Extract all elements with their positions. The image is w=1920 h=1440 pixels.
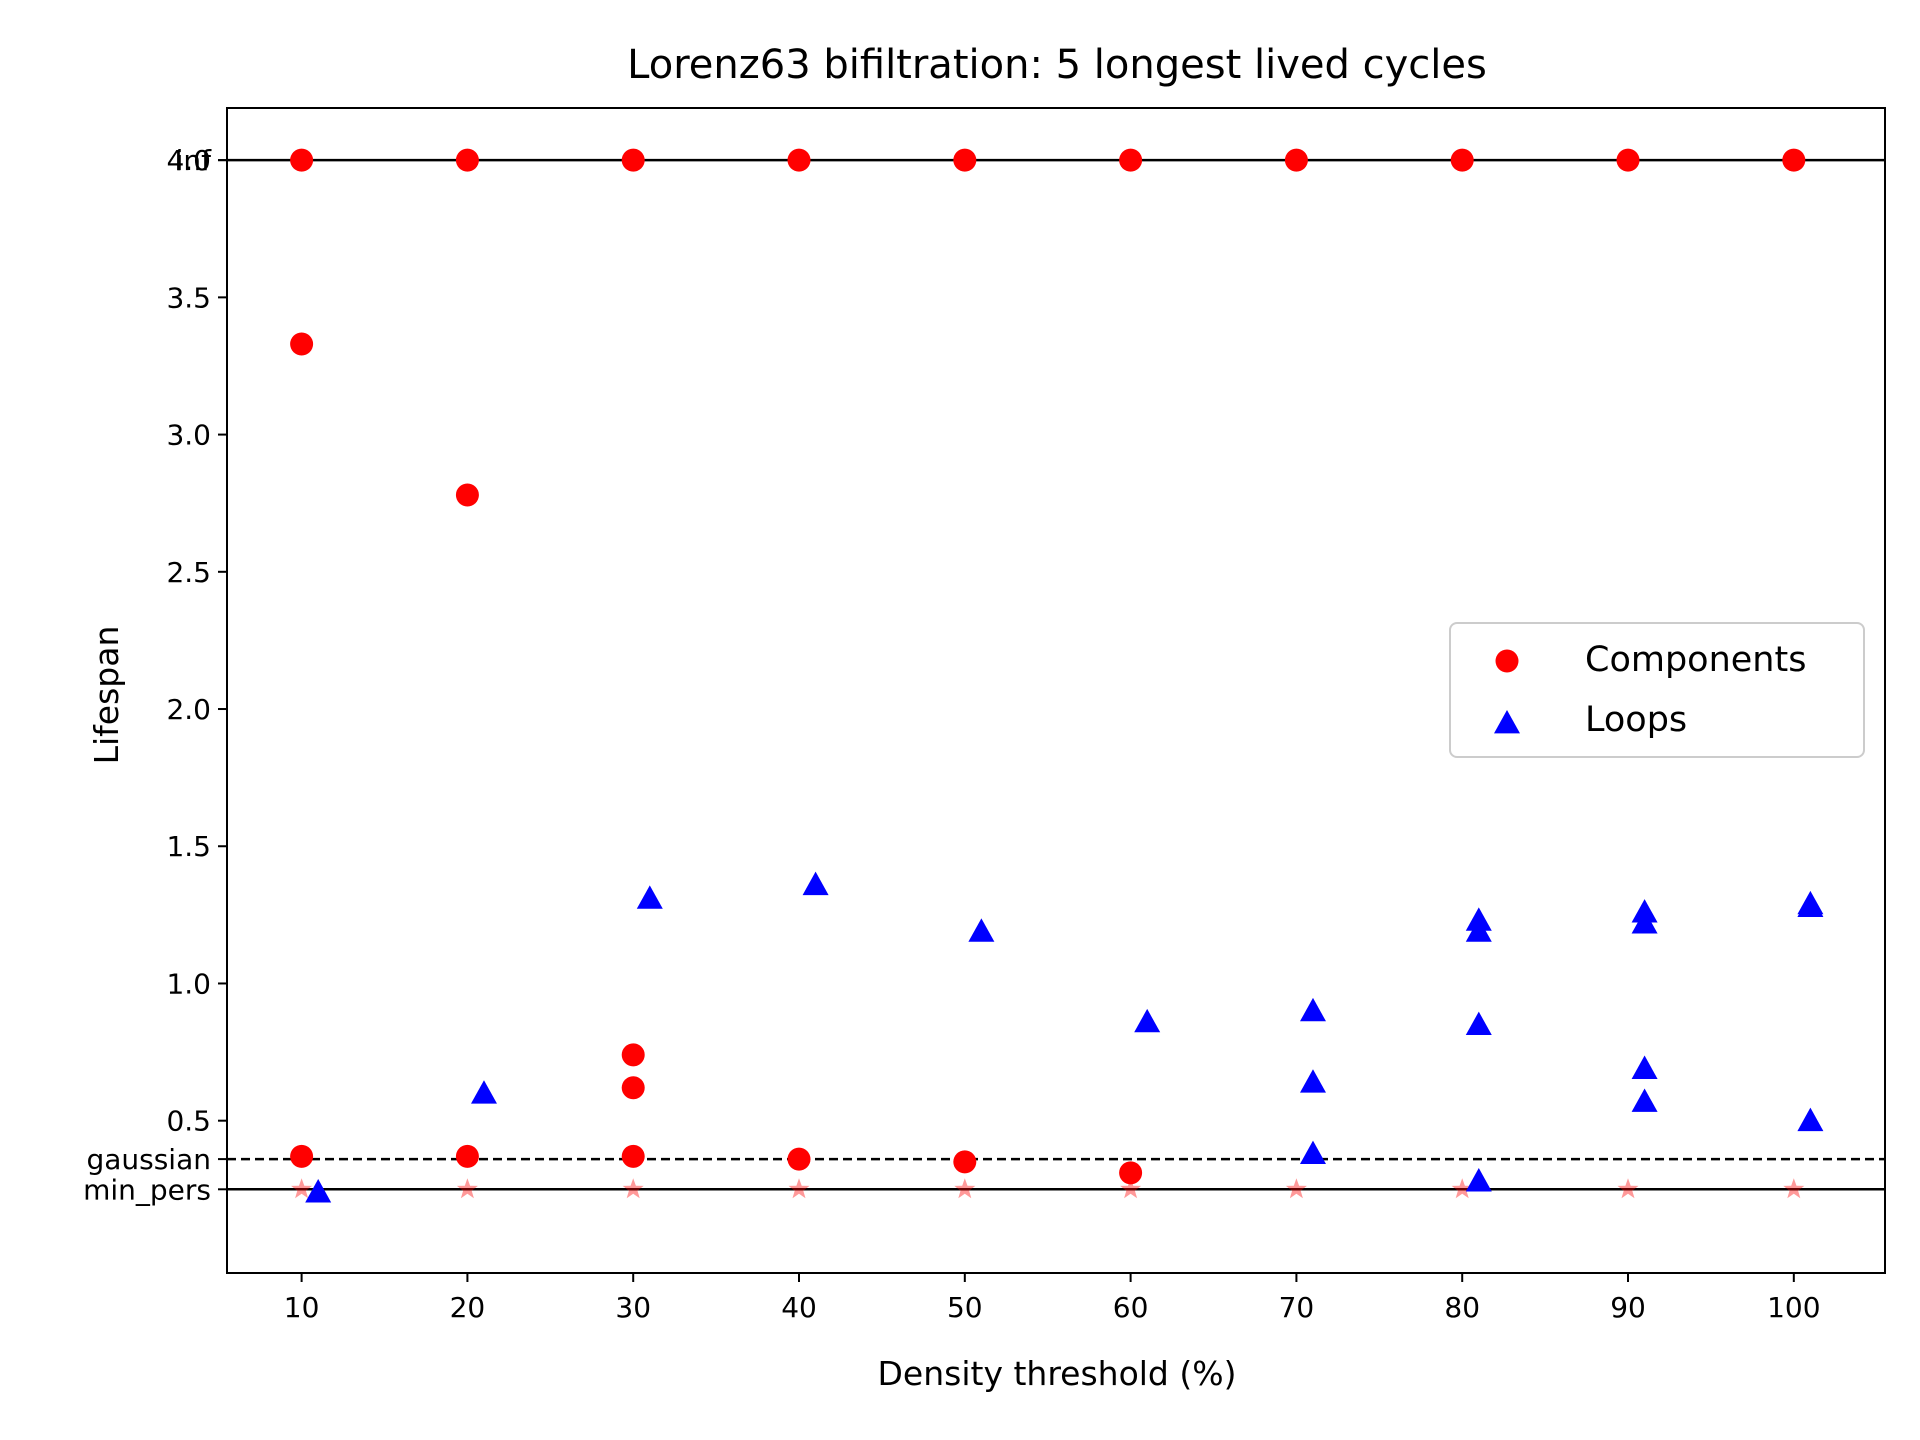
x-tick-label: 10 — [284, 1291, 320, 1324]
component-point — [953, 1150, 977, 1174]
x-tick-label: 40 — [781, 1291, 817, 1324]
min-pers-star-point — [622, 1178, 644, 1199]
component-point — [290, 148, 314, 172]
loop-point — [305, 1179, 332, 1203]
loop-point — [1465, 1168, 1492, 1192]
loop-point — [1465, 918, 1492, 942]
component-point — [621, 1043, 645, 1067]
y-tick-label: 3.0 — [166, 419, 211, 452]
reference-line-label: gaussian — [86, 1143, 211, 1176]
min-pers-star-point — [291, 1178, 313, 1199]
chart-title: Lorenz63 bifiltration: 5 longest lived c… — [627, 42, 1487, 88]
component-point — [1284, 148, 1308, 172]
x-tick-label: 50 — [947, 1291, 983, 1324]
y-axis-label: Lifespan — [87, 626, 126, 765]
y-tick-label: 2.0 — [166, 693, 211, 726]
min-pers-star-point — [456, 1178, 478, 1199]
component-point — [787, 1147, 811, 1171]
loop-point — [1134, 1008, 1161, 1033]
loop-point — [636, 885, 663, 909]
loop-point — [1299, 1140, 1326, 1165]
legend-label-components: Components — [1585, 640, 1806, 680]
component-point — [621, 1076, 645, 1100]
loop-point — [802, 871, 829, 896]
min-pers-star-point — [954, 1178, 976, 1199]
loop-point — [1797, 1107, 1824, 1132]
y-tick-label: 1.0 — [166, 967, 211, 1000]
component-point — [1119, 1161, 1143, 1185]
loop-point — [1631, 1088, 1658, 1112]
axes-frame — [226, 107, 1886, 1274]
y-tick-label: 2.5 — [166, 556, 211, 589]
reference-line-label: min_pers — [83, 1173, 211, 1206]
legend-marker-loops — [1494, 710, 1520, 734]
loop-point — [1465, 1011, 1492, 1036]
component-point — [455, 148, 479, 172]
legend-label-loops: Loops — [1585, 700, 1687, 740]
x-tick-label: 60 — [1113, 1291, 1149, 1324]
min-pers-star-point — [1617, 1178, 1639, 1199]
x-tick-label: 90 — [1610, 1291, 1646, 1324]
component-point — [621, 148, 645, 172]
x-tick-label: 100 — [1767, 1291, 1820, 1324]
min-pers-star-point — [1783, 1178, 1805, 1199]
plot-area: 10 20 30 40 50 60 70 80 90 100 0.5 1.0 1.5 2.0 2.5 3.0 3… — [83, 107, 1886, 1324]
x-axis-label: Density threshold (%) — [878, 1354, 1237, 1393]
component-point — [455, 1144, 479, 1168]
loop-point — [1631, 1055, 1658, 1079]
x-tick-label: 80 — [1444, 1291, 1480, 1324]
component-point — [1616, 148, 1640, 172]
reference-line-label: inf — [176, 144, 213, 177]
loop-point — [1631, 910, 1658, 934]
component-point — [455, 483, 479, 507]
y-tick-label: 0.5 — [166, 1105, 211, 1138]
component-point — [953, 148, 977, 172]
loop-point — [1299, 997, 1326, 1022]
y-tick-label: 3.5 — [166, 281, 211, 314]
legend-box — [1449, 622, 1865, 758]
component-point — [290, 332, 314, 356]
component-point — [1119, 148, 1143, 172]
x-tick-label: 30 — [615, 1291, 651, 1324]
loop-point — [470, 1080, 497, 1104]
loop-point — [1797, 893, 1824, 918]
loop-point — [968, 918, 995, 942]
component-point — [290, 1144, 314, 1168]
min-pers-star-point — [1451, 1178, 1473, 1199]
legend-marker-components — [1495, 649, 1519, 673]
min-pers-star-point — [788, 1178, 810, 1199]
loop-point — [1299, 1069, 1326, 1093]
min-pers-star-point — [1120, 1178, 1142, 1199]
component-point — [621, 1144, 645, 1168]
y-tick-label: 4.0 — [166, 144, 211, 177]
component-point — [1782, 148, 1806, 172]
x-tick-label: 20 — [450, 1291, 486, 1324]
x-tick-label: 70 — [1279, 1291, 1315, 1324]
component-point — [1450, 148, 1474, 172]
legend: Components Loops — [1449, 622, 1865, 758]
component-point — [787, 148, 811, 172]
min-pers-star-point — [1285, 1178, 1307, 1199]
y-tick-label: 1.5 — [166, 830, 211, 863]
